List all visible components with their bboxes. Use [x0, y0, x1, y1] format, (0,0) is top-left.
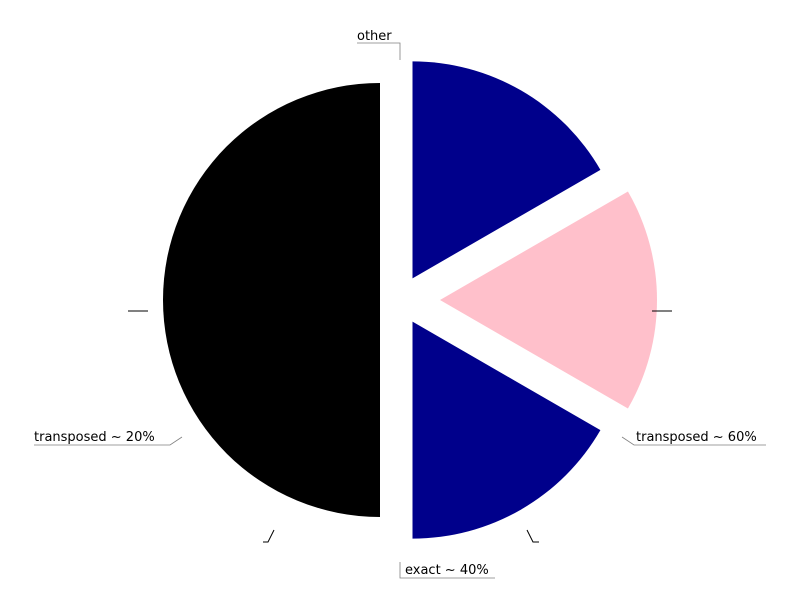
leader-exact-40	[399, 562, 495, 579]
slice-label-transposed-20: transposed ~ 20%	[34, 430, 155, 445]
slice-exact-40	[440, 191, 657, 409]
slice-label-exact-40: exact ~ 40%	[405, 563, 489, 578]
slice-label-transposed-60: transposed ~ 60%	[636, 430, 757, 445]
slice-label-other: other	[357, 29, 392, 44]
slices-layer	[162, 61, 657, 539]
tick-left-lower	[263, 529, 275, 543]
slice-transposed-60	[412, 61, 601, 279]
leaders-layer	[34, 42, 766, 579]
leader-other	[357, 42, 401, 60]
tick-right-lower	[526, 529, 539, 543]
slice-other	[162, 82, 380, 517]
labels-layer: other transposed ~ 20% exact ~ 40% trans…	[34, 29, 757, 578]
leader-transposed-60	[621, 436, 766, 446]
slice-transposed-20	[412, 321, 601, 539]
leader-transposed-20	[34, 436, 183, 446]
